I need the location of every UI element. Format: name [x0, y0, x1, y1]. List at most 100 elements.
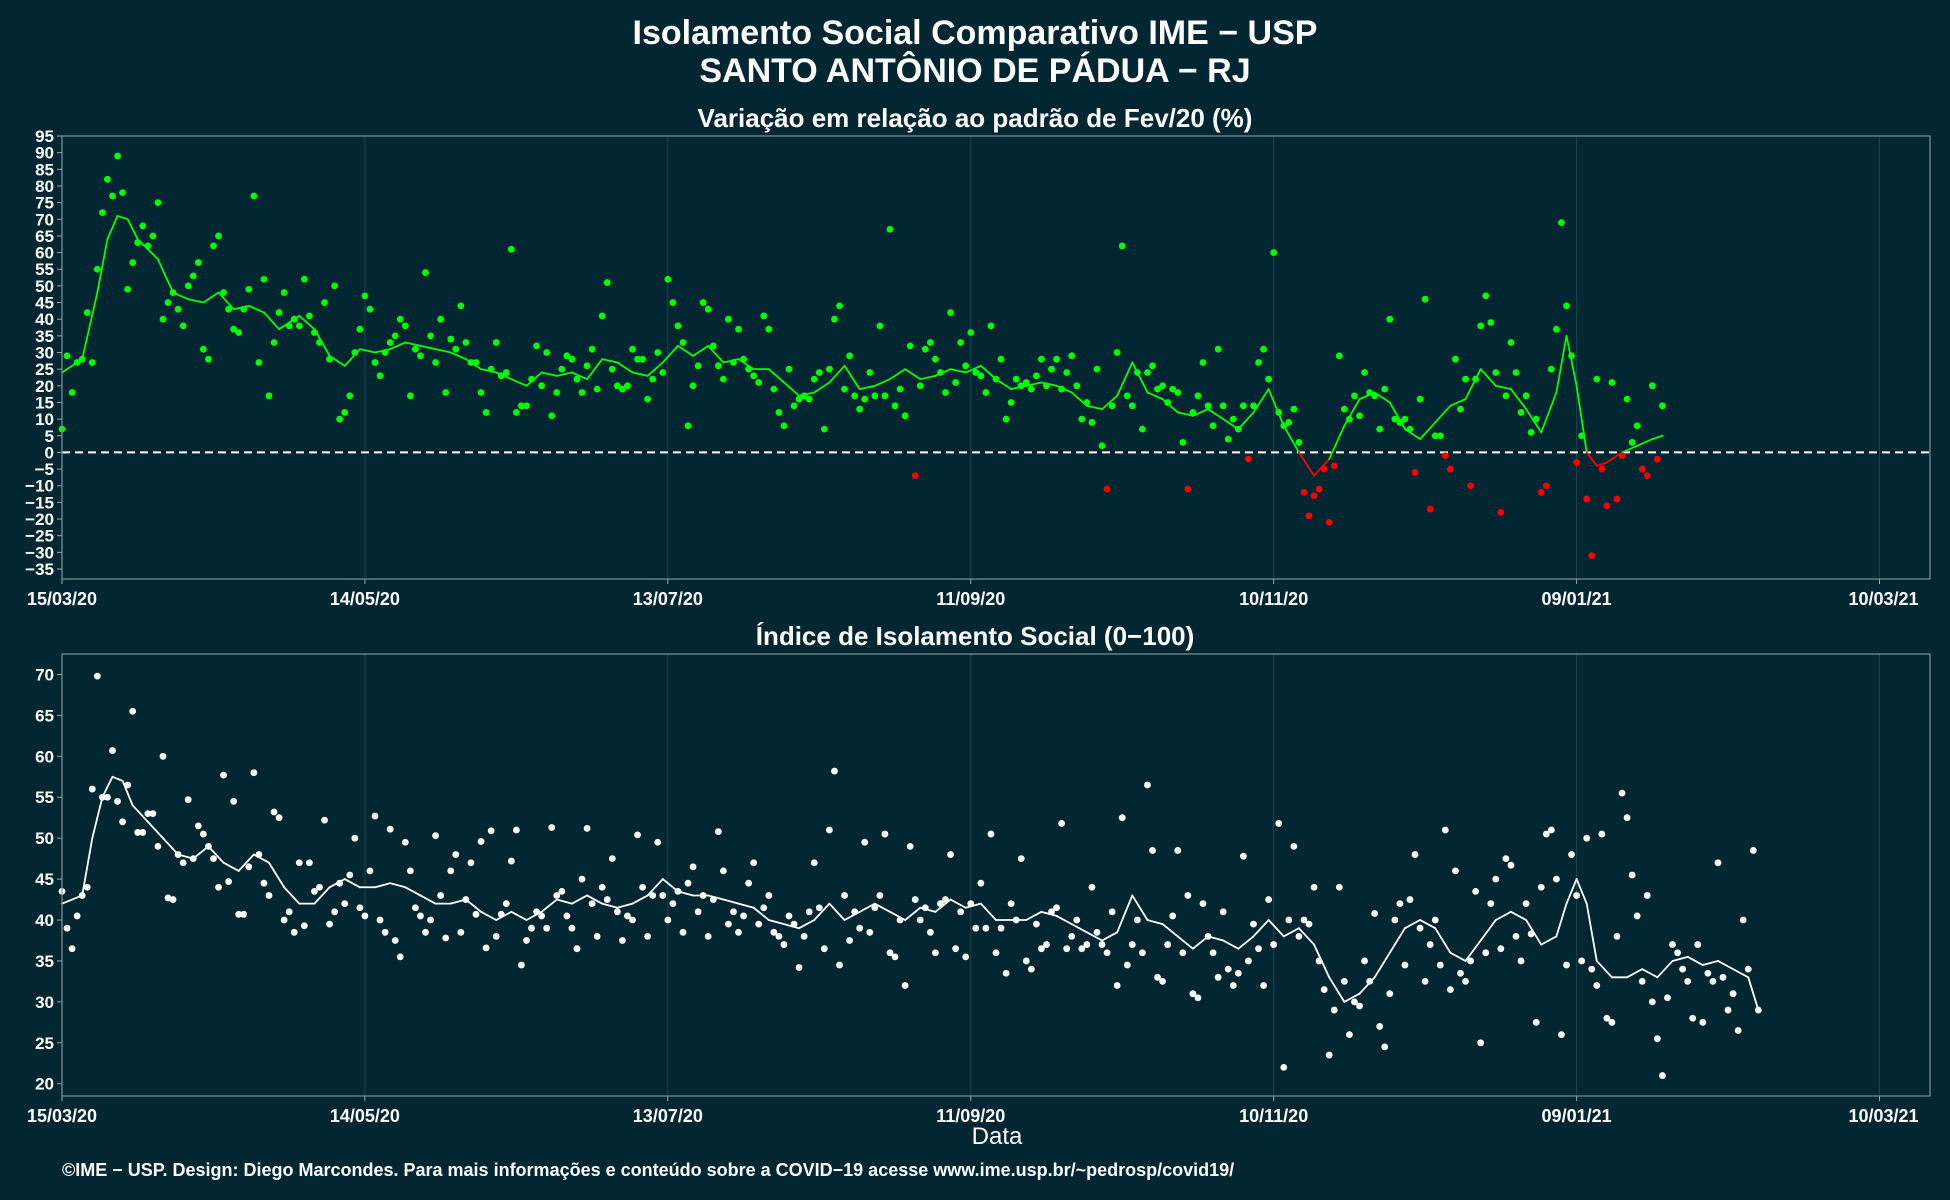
data-point: [290, 928, 298, 936]
moving-average-segment: [904, 906, 922, 921]
data-point: [1744, 965, 1752, 973]
data-point: [1330, 1006, 1338, 1014]
data-point: [1497, 945, 1505, 953]
data-point: [114, 152, 121, 160]
data-point: [755, 920, 763, 928]
data-point: [275, 309, 283, 316]
data-point: [629, 345, 636, 353]
data-point: [250, 192, 258, 200]
moving-average-segment: [1656, 960, 1674, 979]
data-point: [1593, 982, 1601, 989]
data-point: [1356, 1002, 1363, 1010]
data-point: [1290, 405, 1298, 413]
data-point: [977, 372, 985, 380]
data-point: [1093, 928, 1101, 936]
data-point: [230, 797, 238, 805]
data-point: [1608, 379, 1616, 386]
data-point: [1219, 908, 1227, 916]
data-point: [174, 851, 182, 858]
moving-average-segment: [1404, 919, 1421, 930]
data-point: [184, 282, 192, 290]
data-point: [93, 265, 101, 273]
data-point: [704, 305, 712, 313]
data-point: [1563, 302, 1570, 310]
data-point: [371, 812, 379, 820]
data-point: [1214, 973, 1222, 981]
data-point: [512, 409, 520, 416]
moving-average-segment: [374, 882, 392, 889]
data-point: [548, 412, 556, 420]
data-point: [1063, 369, 1071, 376]
data-point: [967, 900, 975, 908]
data-point: [472, 910, 480, 918]
data-point: [578, 875, 586, 883]
data-point: [841, 892, 848, 899]
data-point: [270, 808, 278, 816]
data-point: [462, 339, 470, 346]
data-point: [401, 838, 409, 846]
y-tick-label: 10: [35, 410, 54, 429]
data-point: [1310, 492, 1318, 500]
data-point: [1093, 365, 1101, 373]
data-point: [593, 385, 601, 393]
moving-average-segment: [389, 882, 407, 889]
data-point: [290, 315, 298, 323]
data-point: [709, 896, 717, 903]
y-tick-label: −30: [25, 543, 54, 562]
data-point: [578, 389, 586, 396]
data-point: [1664, 994, 1671, 1002]
data-point: [341, 409, 349, 416]
data-point: [73, 359, 81, 366]
moving-average-segment: [1131, 361, 1149, 394]
data-point: [664, 275, 672, 283]
moving-average-segment: [1510, 910, 1528, 921]
data-point: [957, 339, 965, 346]
data-point: [992, 949, 1000, 957]
isolation-points: [58, 672, 1762, 1079]
variation-x-axis: 15/03/20 14/05/20 13/07/20 11/09/20 10/11/20…: [27, 579, 1919, 609]
moving-average-segment: [555, 371, 573, 377]
data-point: [68, 389, 76, 396]
data-point: [1027, 965, 1035, 973]
data-point: [1265, 375, 1273, 383]
chart-title-line2: SANTO ANTÔNIO DE PÁDUA − RJ: [699, 51, 1250, 90]
data-point: [83, 309, 91, 316]
data-point: [275, 814, 283, 822]
data-point: [179, 859, 187, 867]
data-point: [619, 385, 626, 393]
data-point: [134, 239, 142, 246]
data-point: [1371, 910, 1379, 917]
data-point: [896, 385, 904, 393]
data-point: [1507, 339, 1515, 346]
data-point: [63, 352, 71, 360]
data-point: [1446, 465, 1454, 473]
moving-average-segment: [1419, 919, 1437, 930]
y-tick-label: 20: [35, 1075, 54, 1094]
data-point: [230, 325, 238, 333]
moving-average-segment: [1222, 939, 1240, 950]
data-point: [1204, 932, 1212, 940]
data-point: [1351, 998, 1358, 1006]
data-point: [987, 322, 995, 330]
data-point: [507, 245, 515, 253]
moving-average-segment: [1540, 391, 1558, 434]
data-point: [709, 342, 717, 350]
data-point: [1088, 883, 1096, 891]
data-point: [199, 830, 207, 838]
data-point: [1598, 465, 1606, 473]
data-point: [992, 375, 1000, 383]
data-point: [775, 409, 783, 416]
data-point: [386, 825, 394, 833]
data-point: [1007, 900, 1015, 908]
moving-average-segment: [1237, 935, 1255, 950]
data-point: [932, 355, 939, 363]
data-point: [755, 379, 763, 386]
data-point: [285, 908, 293, 916]
variation-panel-title: Variação em relação ao padrão de Fev/20 …: [698, 103, 1253, 133]
moving-average-segment: [1252, 919, 1270, 938]
data-point: [851, 392, 859, 400]
data-point: [1669, 941, 1676, 948]
data-point: [235, 910, 243, 918]
moving-average-segment: [1328, 976, 1346, 1003]
data-point: [1406, 425, 1414, 433]
